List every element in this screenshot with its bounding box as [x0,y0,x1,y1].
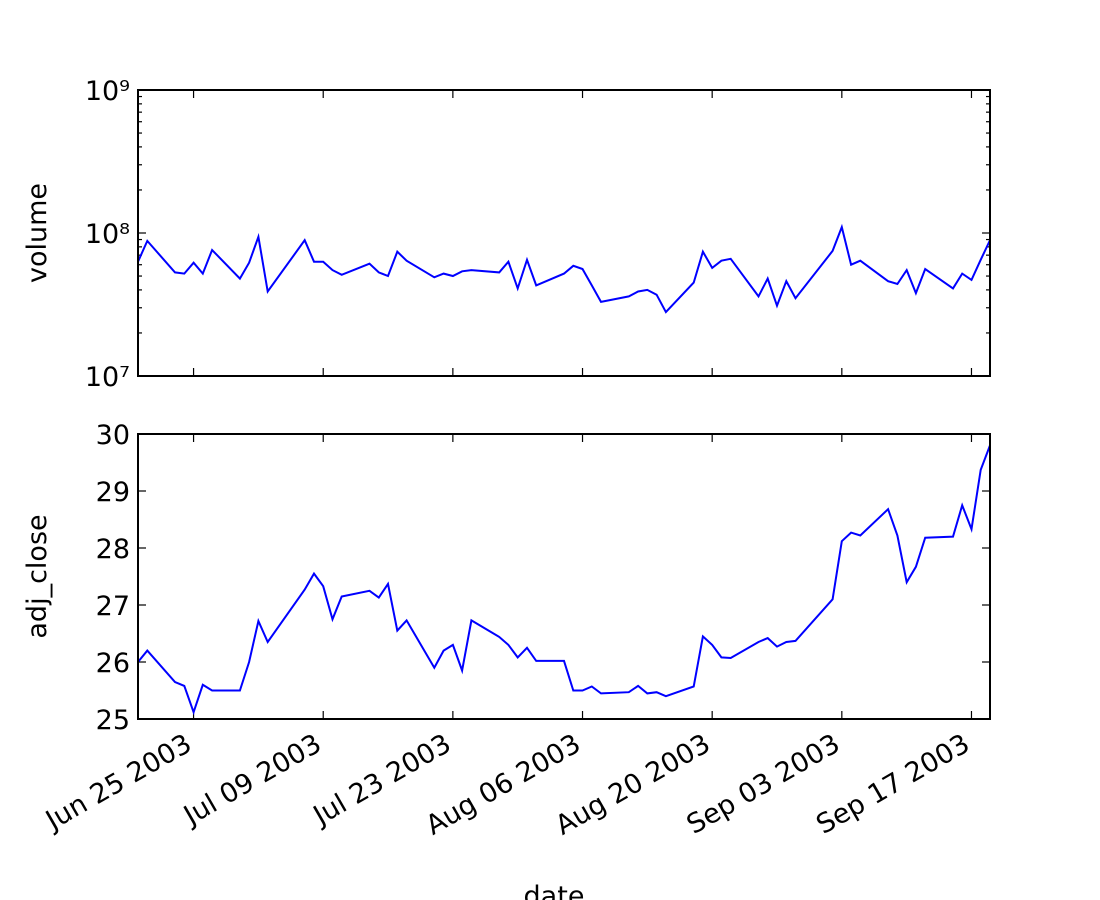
y-tick-label: 30 [96,420,130,451]
y-tick-label: 10⁸ [85,219,130,250]
series-line [137,445,991,716]
y-tick-label: 28 [96,534,130,565]
axes-frame [137,433,991,720]
y-tick-label: 27 [96,591,130,622]
y-axis-label: adj_close [22,514,53,638]
y-axis-label: volume [22,183,53,283]
axes-frame [137,89,991,377]
x-axis-label: date [524,881,585,900]
y-tick-label: 10⁹ [85,76,130,107]
series-line [137,223,991,314]
x-tick-label: Jul 09 2003 [177,728,327,832]
y-tick-label: 26 [96,648,130,679]
y-tick-label: 25 [96,705,130,736]
x-tick-label: Jun 25 2003 [39,728,197,837]
y-tick-label: 10⁷ [85,362,130,393]
y-tick-label: 29 [96,477,130,508]
